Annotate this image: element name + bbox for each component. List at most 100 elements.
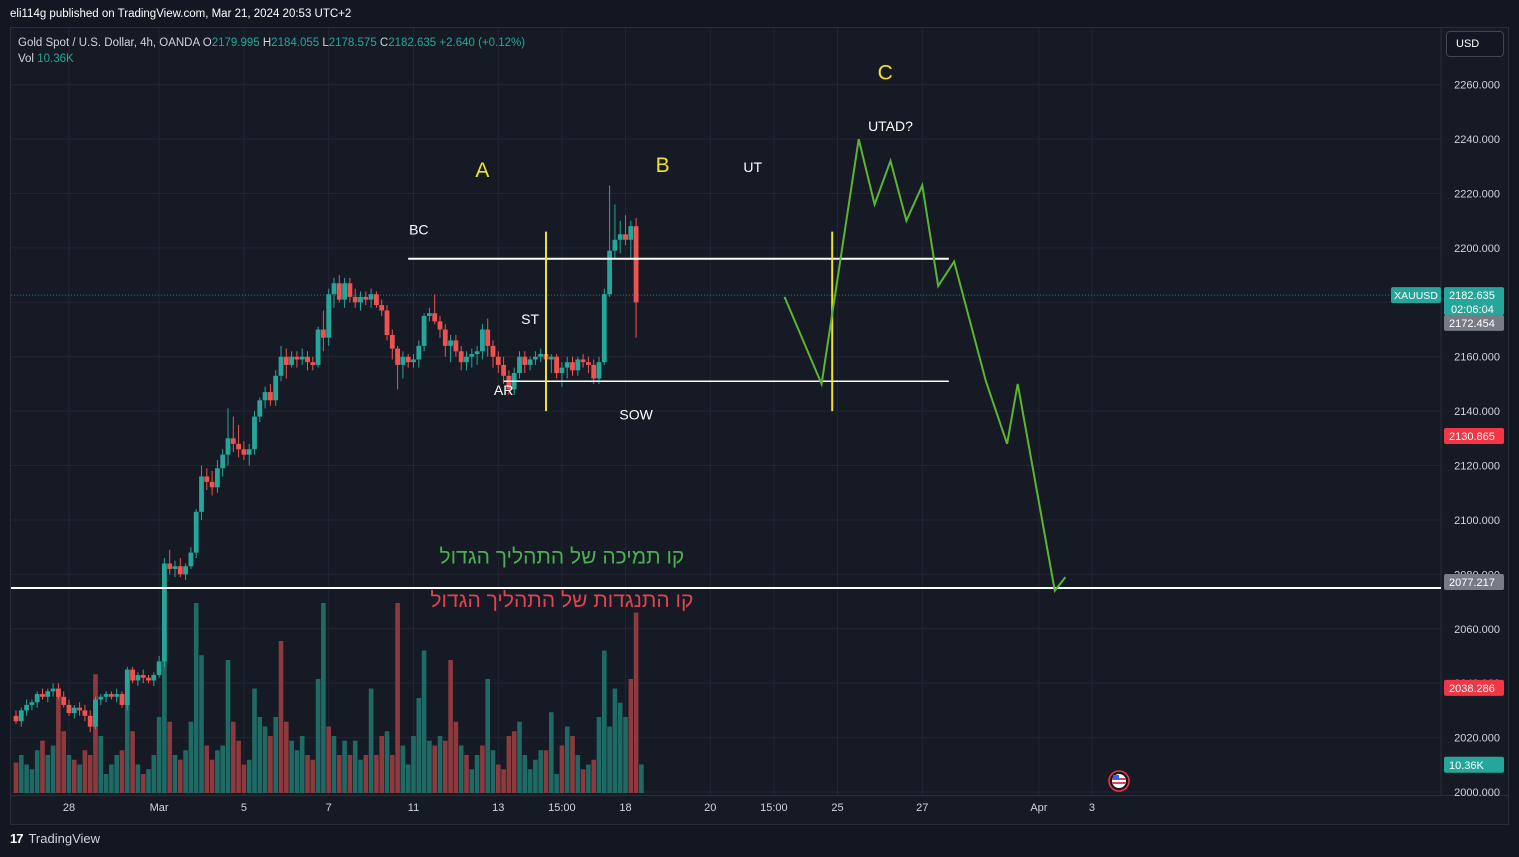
candle-body	[294, 356, 300, 360]
candle-body	[268, 392, 273, 401]
candle-body	[167, 563, 173, 569]
candle-body	[172, 566, 178, 569]
candle-body	[156, 661, 162, 676]
candle-body	[135, 675, 141, 681]
volume-bar	[395, 603, 400, 793]
annotation-sow: SOW	[619, 406, 653, 422]
price-tick-label: 2000.000	[1454, 787, 1500, 799]
price-tick-label: 2240.000	[1454, 134, 1500, 146]
candle	[283, 348, 289, 379]
time-tick-label: 5	[241, 802, 247, 814]
candle-body	[246, 449, 252, 455]
candle-body	[427, 313, 432, 316]
candle	[432, 294, 438, 325]
time-tick-label: 27	[916, 802, 928, 814]
candle-body	[633, 226, 639, 303]
candle	[427, 307, 432, 322]
candle-body	[310, 362, 316, 365]
candle	[607, 185, 612, 297]
candle-body	[71, 707, 77, 714]
legend-close: 2182.635	[388, 37, 437, 49]
candle-body	[321, 329, 326, 338]
symbol-tag: XAUUSD	[1394, 290, 1438, 302]
candle-body	[29, 702, 35, 705]
candle	[321, 310, 326, 352]
candle	[77, 702, 82, 716]
candle-body	[559, 367, 565, 374]
volume-bar	[522, 755, 528, 793]
volume-bar	[225, 660, 231, 793]
candle	[538, 348, 544, 363]
volume-bar	[273, 717, 278, 793]
candle	[575, 356, 581, 376]
volume-bar	[363, 755, 369, 793]
candle-body	[517, 356, 522, 374]
volume-bar	[130, 731, 135, 793]
candle	[464, 351, 469, 371]
volume-bar	[501, 769, 506, 793]
candle	[405, 354, 411, 368]
candle-body	[252, 416, 257, 450]
candle-body	[474, 351, 480, 355]
candle	[474, 345, 480, 365]
price-axis: 2000.0002020.0002040.0002060.0002080.000…	[1454, 80, 1500, 799]
volume-bar	[368, 688, 374, 793]
volume-bar	[156, 717, 162, 793]
volume-bar	[411, 736, 416, 793]
volume-bar	[485, 679, 490, 793]
currency-button[interactable]: USD	[1446, 31, 1504, 57]
candle-body	[363, 296, 369, 300]
candle	[40, 688, 45, 700]
candle	[56, 683, 61, 700]
candle	[336, 275, 342, 303]
candle-body	[278, 356, 284, 376]
volume-bar	[172, 755, 178, 793]
candle	[559, 362, 565, 387]
volume-bar	[103, 774, 109, 793]
candle-body	[464, 356, 469, 363]
time-tick-label: 7	[326, 802, 332, 814]
candle-body	[607, 250, 612, 295]
candle	[273, 370, 279, 406]
candle-body	[199, 476, 204, 512]
candle-body	[183, 566, 188, 575]
volume-bar	[209, 759, 215, 793]
candle	[183, 563, 188, 580]
volume-bar	[19, 755, 24, 793]
footer-brand[interactable]: 17 TradingView	[10, 831, 100, 846]
candle-body	[442, 329, 448, 346]
volume-bar	[236, 740, 241, 793]
candle	[225, 408, 231, 466]
symbol-tag-bg	[1391, 287, 1441, 304]
candle	[623, 215, 628, 246]
candle-body	[548, 356, 554, 360]
candle	[379, 299, 385, 316]
candle-body	[453, 340, 459, 352]
candle	[246, 443, 252, 466]
candle-body	[336, 283, 342, 300]
candle	[453, 334, 459, 357]
candle	[268, 383, 273, 406]
volume-bar	[527, 769, 533, 793]
candle-body	[220, 454, 226, 469]
candle-body	[283, 356, 289, 365]
candle	[580, 354, 586, 368]
candle-body	[151, 675, 157, 681]
volume-bar	[511, 731, 517, 793]
candle	[241, 441, 247, 461]
candle	[522, 351, 528, 374]
candle	[591, 359, 597, 384]
candle-body	[628, 226, 634, 240]
candle	[299, 348, 305, 365]
candle-body	[193, 511, 199, 553]
volume-bar	[56, 688, 61, 793]
candle	[331, 277, 337, 308]
volume-bar	[262, 726, 268, 793]
candle	[193, 509, 199, 559]
time-axis: 28 Mar 5 7 11 13 15:00 18 20 15:00 25 27 Apr 3	[63, 802, 1095, 814]
candle-body	[469, 354, 475, 357]
candle	[50, 683, 56, 697]
candle-body	[236, 443, 241, 450]
volume-bar	[390, 755, 395, 793]
